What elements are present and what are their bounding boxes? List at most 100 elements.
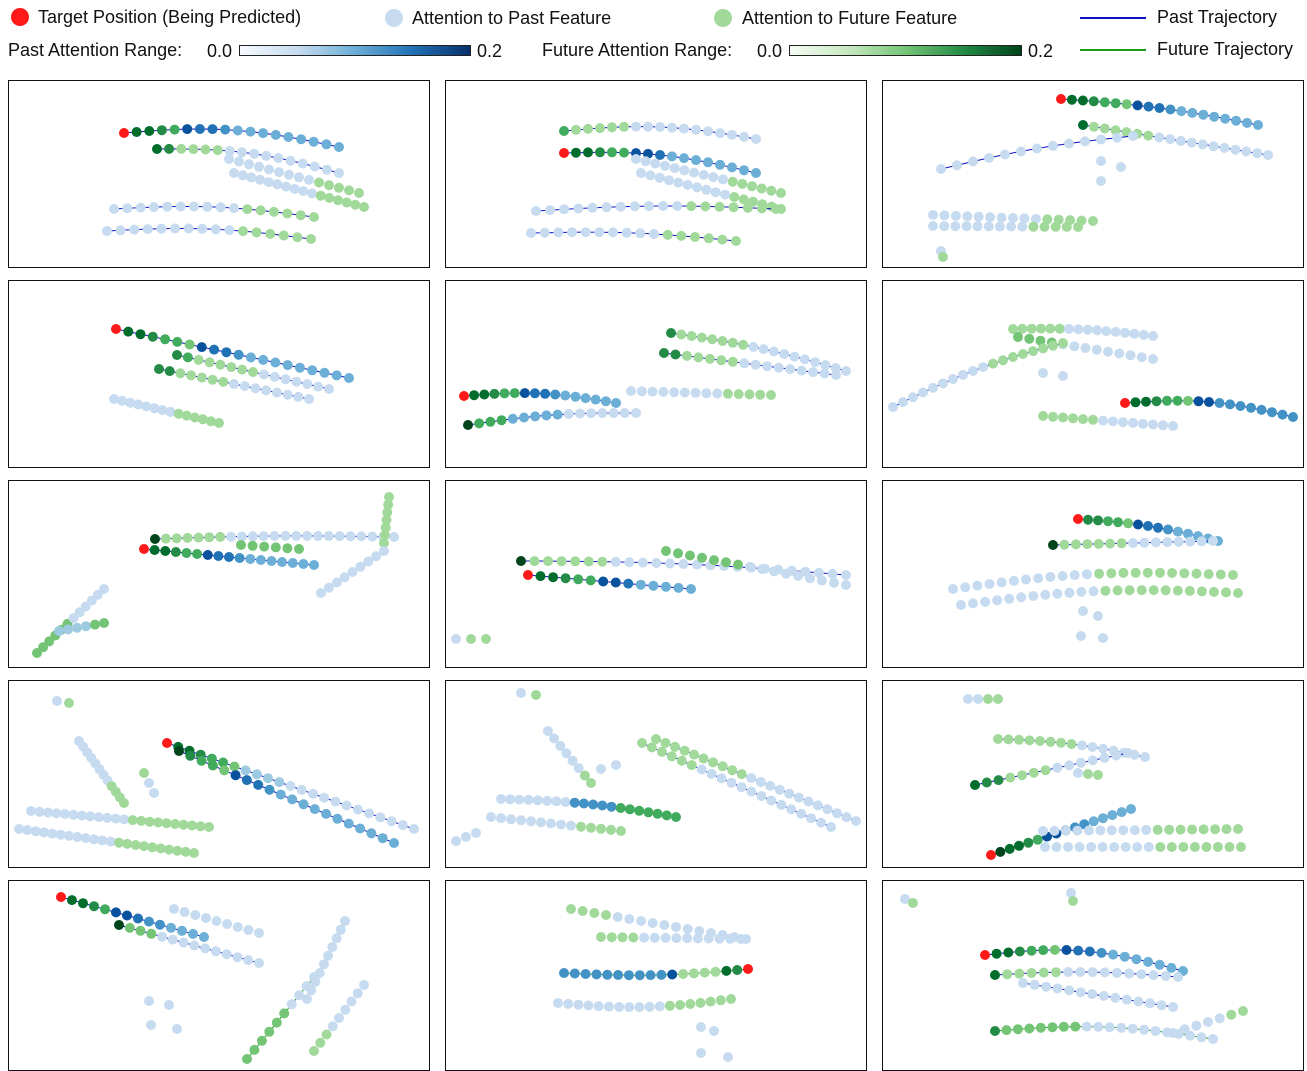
trajectory-panel — [445, 680, 867, 868]
attention-point — [738, 339, 749, 350]
attention-point — [1186, 137, 1197, 148]
attention-point — [938, 252, 948, 262]
attention-point — [1143, 842, 1154, 852]
attention-point — [1088, 414, 1098, 425]
attention-point — [239, 381, 250, 392]
attention-point — [505, 794, 516, 805]
attention-point — [90, 619, 100, 630]
trajectory-panel — [8, 480, 430, 668]
attention-point — [189, 201, 199, 212]
attention-point — [626, 386, 636, 396]
attention-point — [1156, 1000, 1167, 1011]
attention-point — [587, 202, 598, 213]
attention-point — [636, 168, 646, 178]
attention-point — [577, 906, 588, 916]
trajectory-line — [246, 976, 315, 1060]
trajectory-line — [463, 392, 617, 404]
attention-point — [1242, 117, 1253, 128]
attention-point — [214, 418, 224, 428]
attention-point — [352, 804, 363, 815]
attention-point — [1060, 825, 1071, 836]
attention-point — [1052, 588, 1063, 599]
attention-point — [255, 174, 265, 185]
attention-point — [195, 821, 206, 832]
attention-point — [1129, 825, 1140, 836]
attention-point — [340, 1004, 351, 1015]
past-trajectory-label: Past Trajectory — [1157, 7, 1278, 27]
attention-point — [509, 388, 520, 399]
attention-point — [1124, 968, 1135, 979]
attention-point — [261, 150, 272, 161]
attention-point — [1049, 944, 1060, 955]
attention-point — [232, 952, 243, 963]
attention-point — [147, 331, 158, 342]
attention-point — [659, 348, 669, 358]
attention-point — [1082, 539, 1093, 550]
attention-point — [727, 129, 737, 140]
attention-point — [255, 555, 266, 565]
attention-point — [679, 123, 689, 134]
attention-point — [1095, 825, 1106, 836]
trajectory-plot — [14, 696, 419, 858]
attention-point — [1041, 981, 1052, 992]
attention-point — [717, 234, 728, 245]
attention-point — [991, 948, 1002, 959]
attention-point — [152, 144, 162, 154]
attention-point — [1050, 221, 1061, 232]
trajectory-panel — [8, 280, 430, 468]
attention-point — [1162, 395, 1172, 406]
attention-point — [172, 350, 182, 360]
attention-point — [673, 177, 684, 188]
attention-point — [750, 359, 761, 370]
attention-point — [766, 390, 776, 400]
attention-point — [1096, 134, 1106, 145]
attention-point — [210, 224, 221, 235]
attention-point — [1048, 540, 1058, 550]
attention-point — [718, 174, 728, 185]
attention-point — [1125, 350, 1136, 361]
attention-point — [708, 757, 719, 768]
attention-point — [1103, 346, 1113, 357]
attention-point — [643, 807, 654, 818]
attention-point — [1203, 1017, 1213, 1027]
attention-point — [249, 1044, 260, 1055]
attention-point — [992, 595, 1003, 606]
attention-point — [560, 573, 571, 584]
attention-point — [928, 382, 938, 393]
attention-point — [183, 223, 194, 234]
attention-point — [172, 336, 183, 347]
attention-point — [286, 999, 297, 1010]
attention-point — [1058, 1021, 1069, 1032]
attention-point — [489, 388, 500, 399]
attention-point — [1073, 222, 1083, 232]
attention-point — [598, 576, 609, 587]
attention-point — [699, 967, 710, 978]
past-range-max: 0.2 — [477, 41, 503, 61]
attention-point — [526, 228, 536, 238]
attention-point — [634, 1002, 645, 1013]
attention-point — [701, 388, 712, 399]
attention-point — [1012, 1024, 1023, 1035]
attention-point — [123, 326, 134, 337]
attention-point — [160, 533, 171, 544]
attention-point — [679, 153, 689, 164]
attention-point — [755, 389, 766, 400]
attention-point — [1093, 538, 1104, 549]
attention-point — [817, 575, 827, 586]
attention-point — [204, 357, 215, 368]
attention-point — [197, 223, 208, 234]
attention-point — [1098, 743, 1108, 754]
trajectory-panel — [445, 880, 867, 1071]
attention-point — [1072, 825, 1083, 836]
attention-point — [1098, 813, 1108, 824]
attention-point — [331, 370, 342, 381]
attention-point — [171, 533, 182, 544]
attention-point — [236, 147, 247, 158]
attention-point — [789, 351, 800, 362]
attention-point — [1033, 573, 1044, 584]
attention-point — [608, 227, 618, 238]
attention-point — [264, 784, 275, 795]
attention-point — [315, 1037, 326, 1048]
attention-point — [1064, 985, 1075, 996]
attention-point — [1124, 585, 1135, 596]
